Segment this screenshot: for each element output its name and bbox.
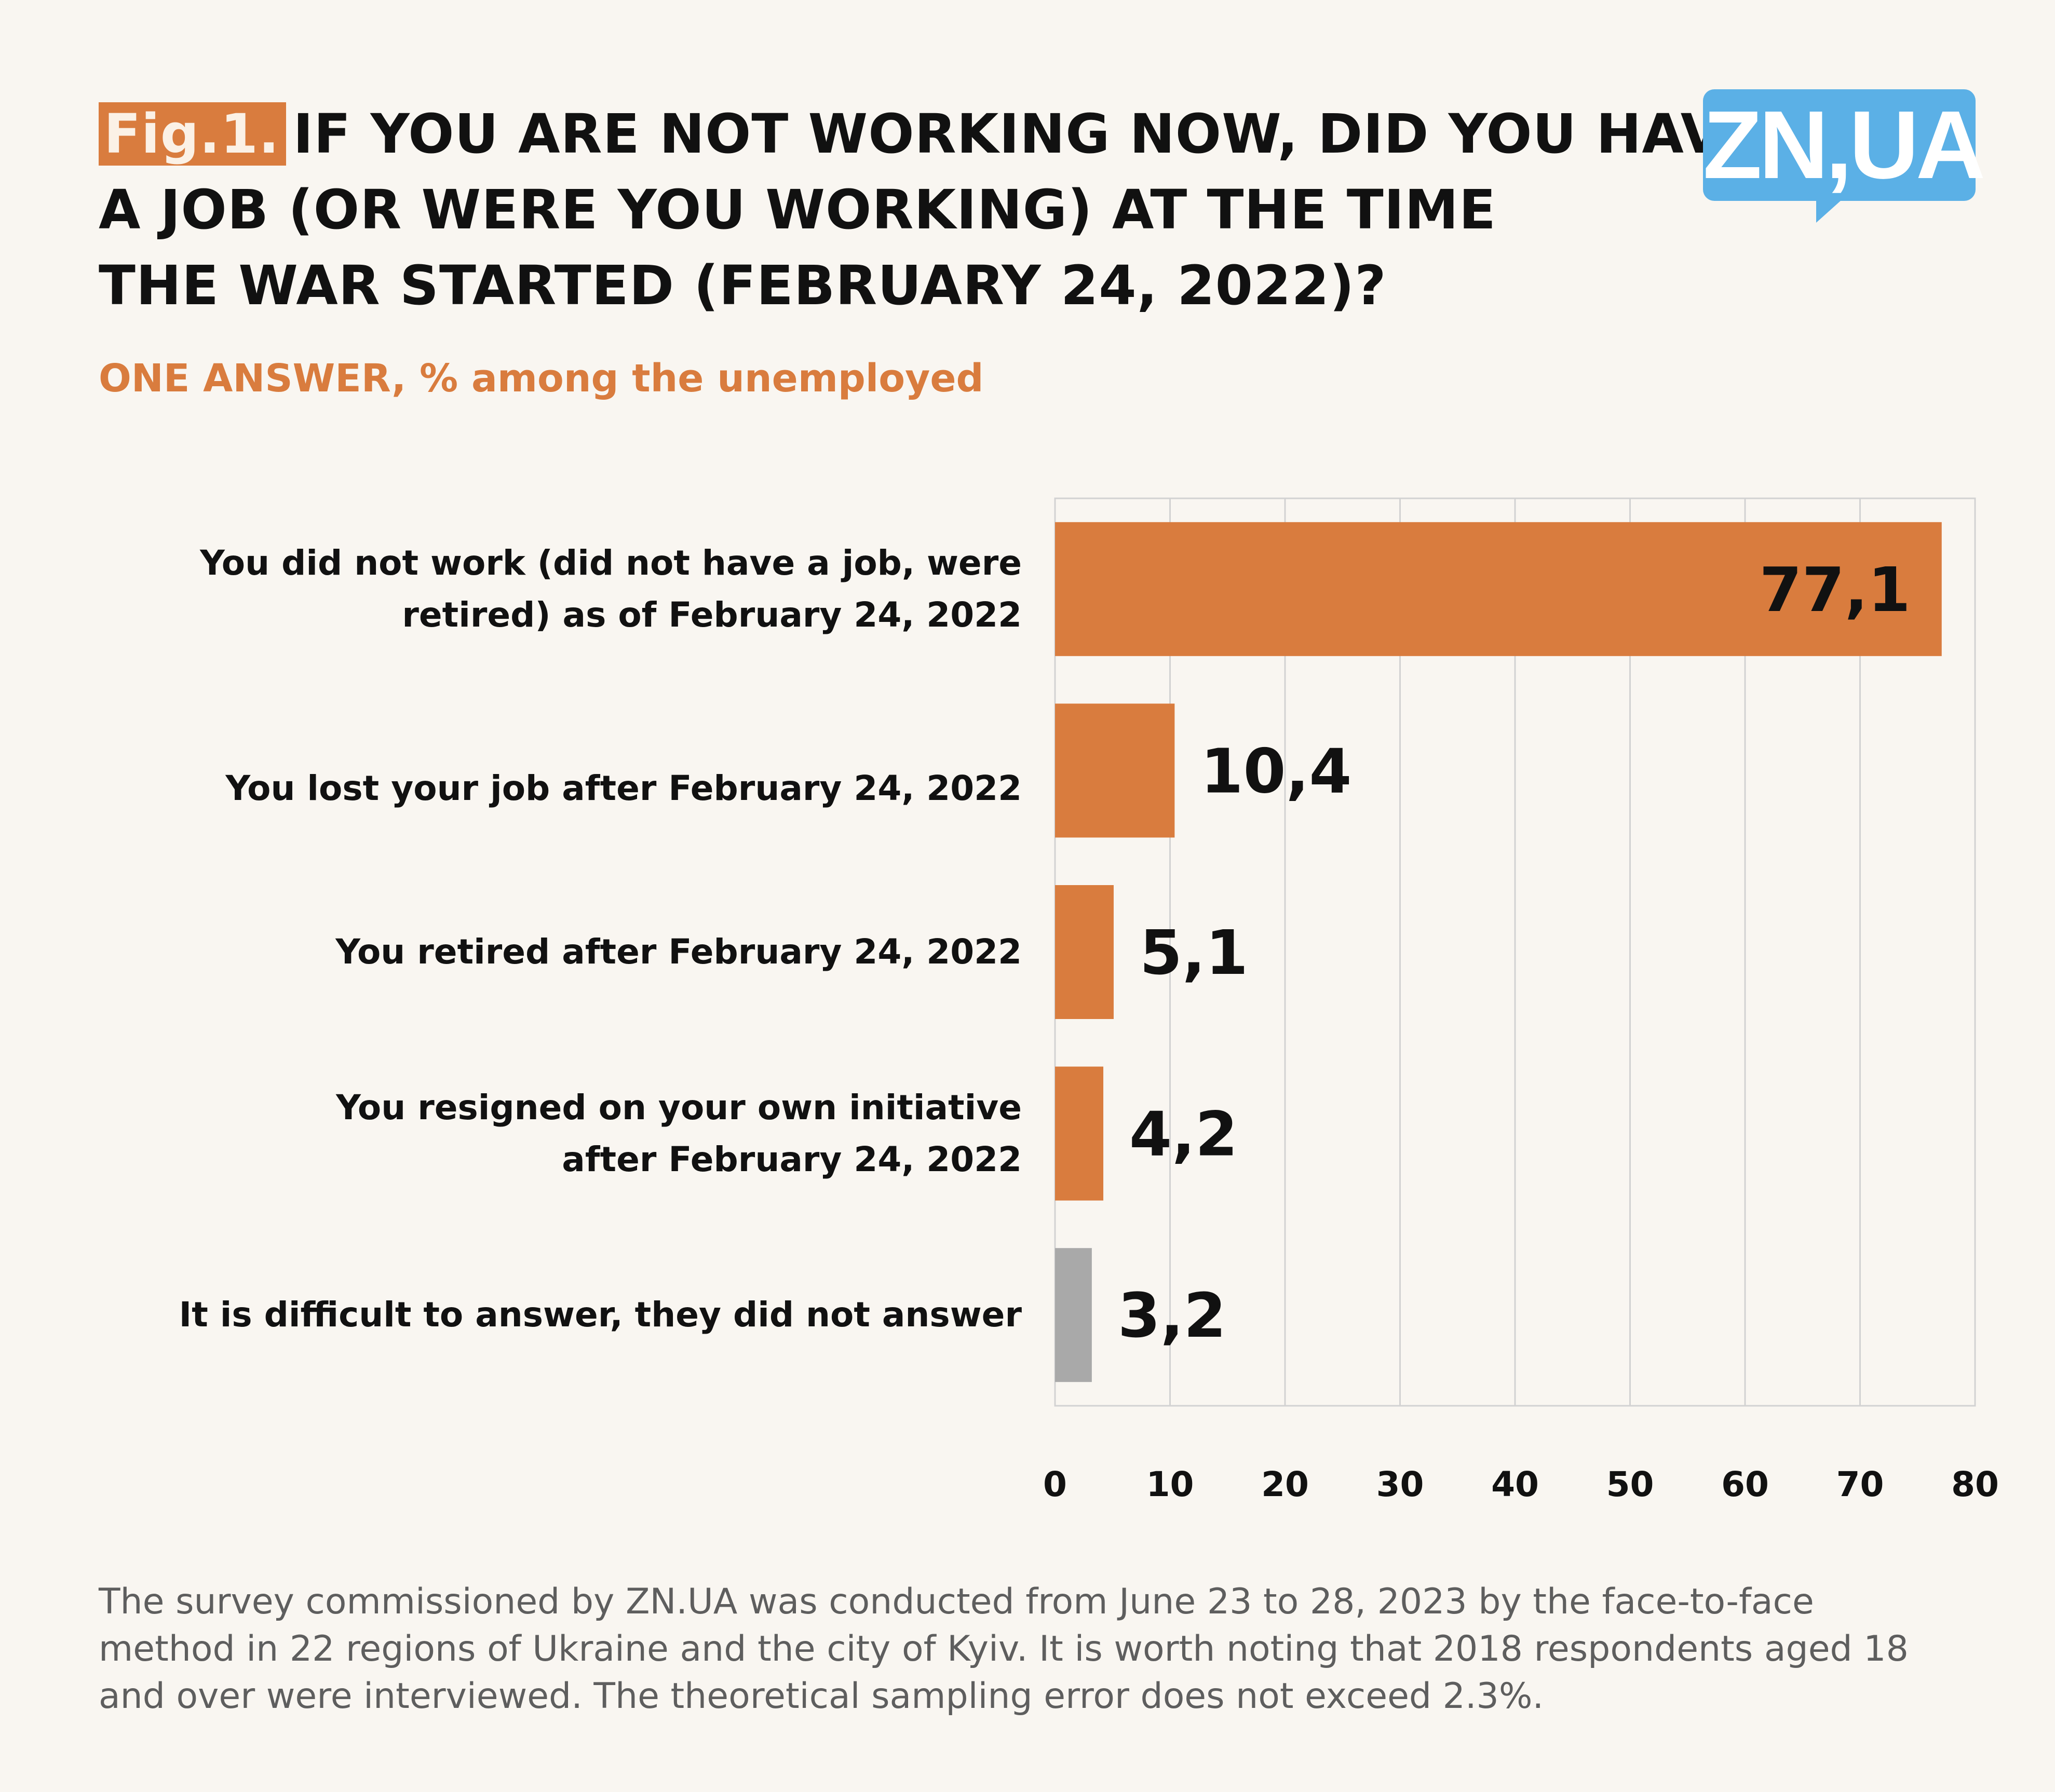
speech-bubble-logo-icon [1703,89,1976,201]
zn-ua-logo: ZN,UA [1703,89,1985,223]
category-label-1-line-2: retired) as of February 24, 2022 [402,594,1022,635]
bar-1 [1055,522,1942,656]
value-label-2: 10,4 [1200,735,1351,807]
value-label-1: 77,1 [1760,554,1911,626]
value-label-5: 3,2 [1118,1280,1226,1351]
category-label-5-line-1: It is difficult to answer, they did not … [179,1295,1022,1335]
footnote: The survey commissioned by ZN.UA was con… [99,1578,1994,1720]
title-line-3: THE WAR STARTED (FEBRUARY 24, 2022)? [99,254,1387,317]
chart-title: Fig.1. IF YOU ARE NOT WORKING NOW, DID YO… [99,96,1760,323]
chart-subtitle: ONE ANSWER, % among the unemployed [99,356,984,401]
bar-4 [1055,1066,1104,1201]
footnote-line-1: The survey commissioned by ZN.UA was con… [99,1581,1814,1622]
category-label-1: You did not work (did not have a job, we… [139,537,1022,641]
footnote-line-3: and over were interviewed. The theoretic… [99,1676,1544,1717]
category-label-4: You resigned on your own initiative after… [139,1082,1022,1186]
speech-bubble-tail [1816,196,1846,223]
category-label-1-line-1: You did not work (did not have a job, we… [200,542,1022,583]
title-line-1: Fig.1. IF YOU ARE NOT WORKING NOW, DID YO… [99,96,1760,172]
x-tick-label-30: 30 [1376,1464,1424,1504]
category-label-4-line-1: You resigned on your own initiative [336,1087,1022,1128]
figure-tag: Fig.1. [99,102,286,166]
x-tick-label-40: 40 [1491,1464,1539,1504]
x-tick-label-80: 80 [1951,1464,1999,1504]
category-label-2: You lost your job after February 24, 202… [139,763,1022,814]
logo-text: ZN,UA [1703,91,1985,199]
x-tick-label-70: 70 [1836,1464,1884,1504]
x-tick-label-0: 0 [1043,1464,1067,1504]
title-line-2: A JOB (OR WERE YOU WORKING) AT THE TIME [99,178,1496,241]
bar-2 [1055,703,1175,838]
value-label-3: 5,1 [1140,917,1248,988]
title-line-1-text: IF YOU ARE NOT WORKING NOW, DID YOU HAVE [293,102,1761,166]
x-tick-label-50: 50 [1606,1464,1654,1504]
bar-3 [1055,885,1114,1019]
category-label-4-line-2: after February 24, 2022 [562,1139,1022,1179]
x-tick-label-20: 20 [1261,1464,1309,1504]
footnote-line-2: method in 22 regions of Ukraine and the … [99,1628,1909,1669]
category-label-3: You retired after February 24, 2022 [139,926,1022,978]
x-tick-label-10: 10 [1146,1464,1194,1504]
category-label-3-line-1: You retired after February 24, 2022 [335,932,1022,972]
value-label-4: 4,2 [1129,1098,1238,1170]
category-label-5: It is difficult to answer, they did not … [139,1289,1022,1341]
bar-5 [1055,1248,1092,1382]
category-label-2-line-1: You lost your job after February 24, 202… [225,768,1022,809]
x-tick-label-60: 60 [1721,1464,1769,1504]
